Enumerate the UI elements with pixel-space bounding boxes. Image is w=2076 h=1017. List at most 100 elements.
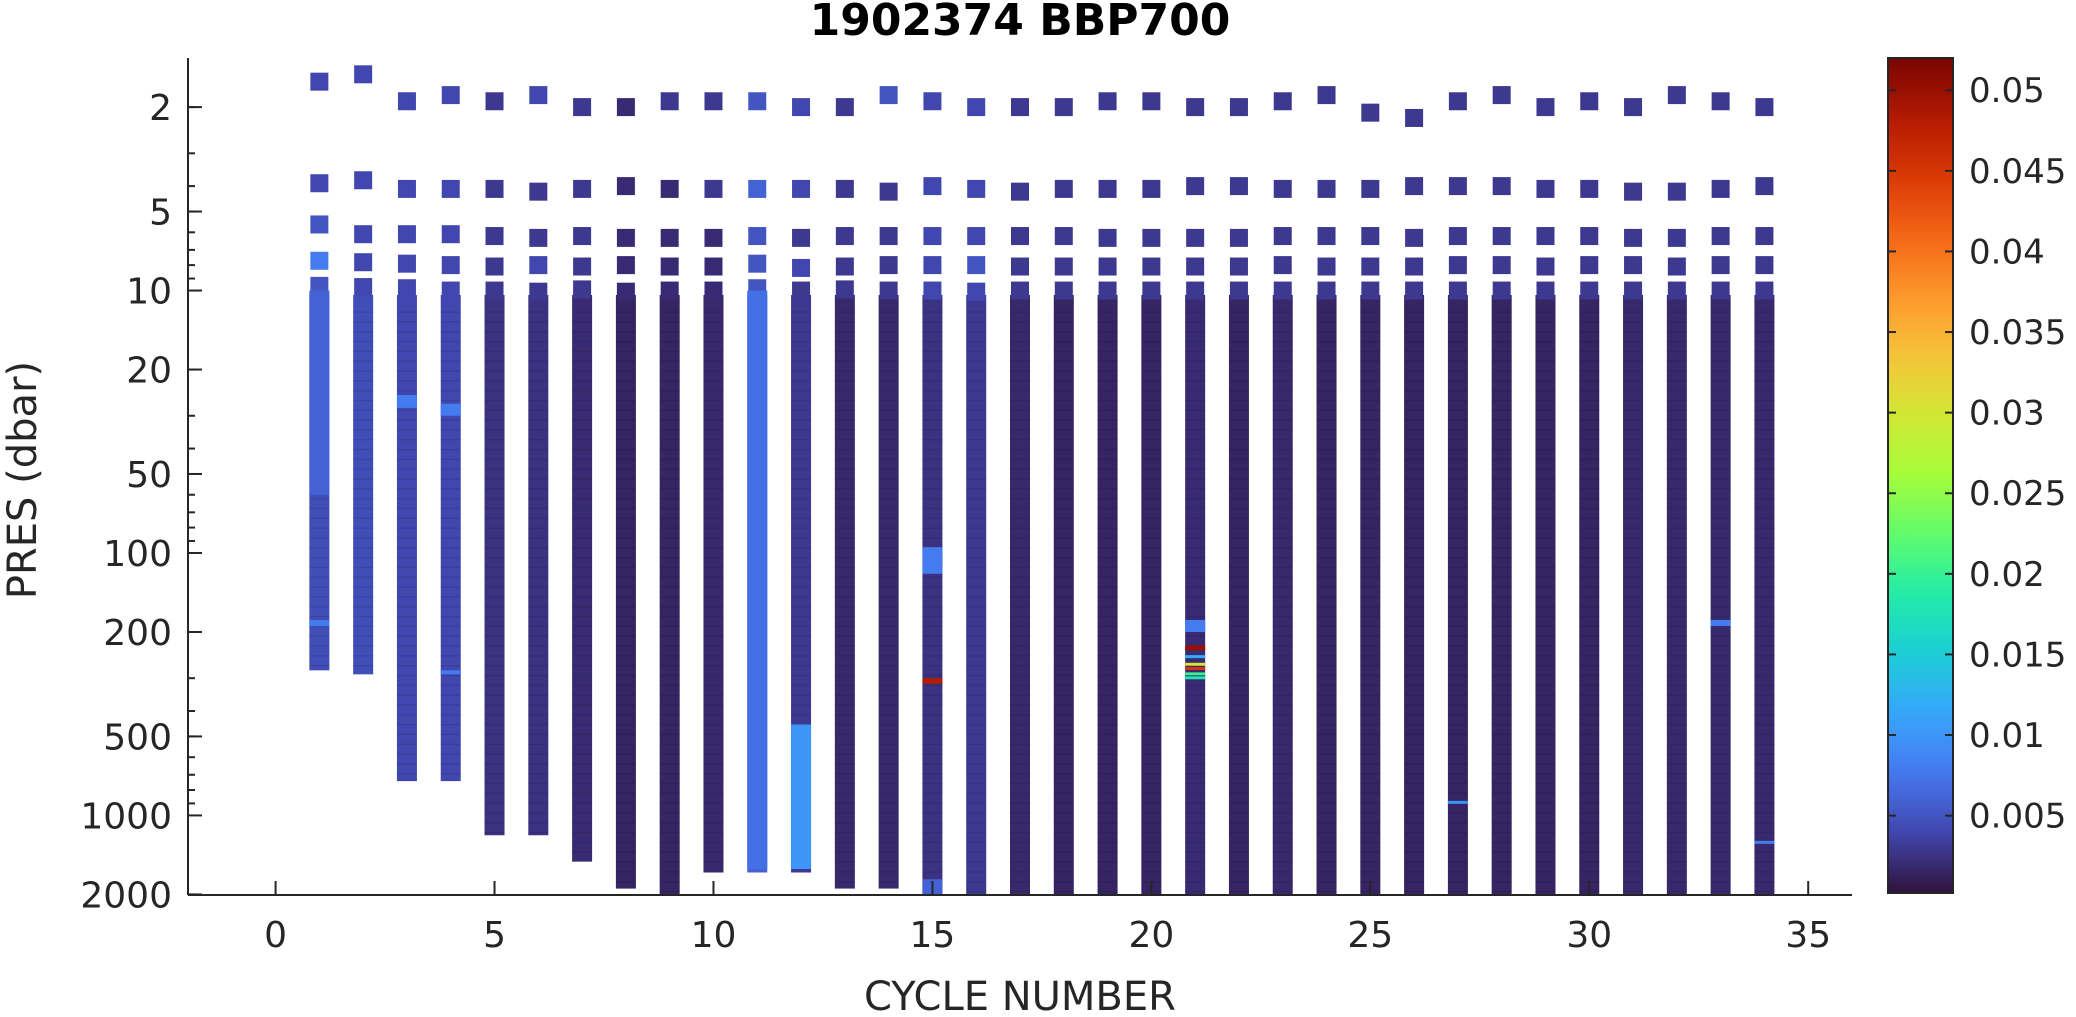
profile-layer: [1141, 321, 1162, 323]
profile-layer: [1141, 497, 1162, 500]
profile-layer: [1272, 507, 1293, 510]
profile-layer: [1666, 389, 1687, 392]
profile-layer: [440, 340, 461, 343]
profile-layer: [484, 478, 505, 480]
profile-layer: [484, 596, 505, 598]
profile-layer: [440, 311, 461, 313]
profile-layer: [791, 380, 812, 382]
profile-layer: [1535, 792, 1556, 795]
profile-layer: [1316, 409, 1337, 412]
profile-layer: [659, 556, 680, 559]
profile-layer: [966, 772, 987, 775]
profile-layer: [966, 399, 987, 402]
profile-layer: [1535, 478, 1556, 480]
profile-layer: [1447, 615, 1468, 618]
profile-layer: [1491, 645, 1512, 647]
profile-layer: [1623, 547, 1644, 549]
profile-layer: [484, 694, 505, 696]
profile-layer: [1579, 782, 1600, 785]
profile-layer: [1754, 340, 1775, 343]
profile-layer: [1404, 831, 1425, 834]
profile-layer: [1316, 655, 1337, 657]
profile-layer: [309, 655, 330, 657]
profile-layer: [791, 527, 812, 529]
profile-layer: [1185, 733, 1206, 736]
profile-layer: [572, 566, 593, 569]
profile-layer: [528, 517, 549, 520]
profile-layer: [1754, 566, 1775, 569]
profile-column: [1447, 295, 1468, 895]
profile-layer: [703, 380, 724, 382]
profile-layer: [966, 625, 987, 628]
profile-column: [1272, 295, 1293, 895]
profile-layer: [1272, 664, 1293, 667]
surface-sample-point: [310, 215, 329, 234]
profile-layer: [1053, 537, 1074, 539]
profile-layer: [1228, 694, 1249, 696]
profile-layer: [1010, 890, 1030, 893]
profile-layer: [484, 802, 505, 804]
profile-layer: [572, 389, 593, 392]
profile-layer: [1535, 468, 1556, 470]
profile-layer: [1141, 714, 1162, 716]
profile-layer: [1228, 861, 1249, 863]
profile-layer: [878, 615, 899, 618]
profile-layer: [1360, 409, 1381, 412]
surface-sample-point: [1536, 281, 1555, 300]
profile-layer: [615, 831, 636, 834]
profile-layer: [396, 743, 417, 746]
profile-layer: [1053, 360, 1074, 362]
profile-layer: [878, 596, 899, 598]
profile-layer: [922, 792, 943, 795]
profile-layer: [922, 841, 943, 844]
profile-layer: [1010, 360, 1030, 362]
profile-layer: [1623, 586, 1644, 588]
profile-layer: [1579, 763, 1600, 765]
profile-layer: [1360, 576, 1381, 579]
profile-layer: [1579, 743, 1600, 746]
profile-layer: [1404, 605, 1425, 608]
profile-layer: [353, 488, 374, 490]
profile-layer: [1053, 409, 1074, 412]
profile-layer: [1447, 596, 1468, 598]
profile-layer: [1491, 419, 1512, 421]
profile-layer: [396, 576, 417, 579]
profile-layer: [1141, 812, 1162, 814]
profile-layer: [1228, 507, 1249, 510]
profile-layer: [834, 547, 855, 549]
profile-layer: [440, 468, 461, 470]
profile-layer: [922, 389, 943, 392]
profile-layer: [1491, 517, 1512, 520]
surface-sample-point: [441, 281, 460, 300]
profile-layer: [440, 743, 461, 746]
profile-layer: [1579, 645, 1600, 647]
profile-layer: [353, 458, 374, 461]
profile-layer: [528, 497, 549, 500]
plot-area: [309, 65, 1775, 895]
profile-layer: [440, 458, 461, 461]
profile-layer: [1535, 674, 1556, 677]
profile-layer: [1185, 792, 1206, 795]
profile-layer: [1228, 733, 1249, 736]
profile-layer: [484, 350, 505, 353]
profile-layer: [834, 468, 855, 470]
profile-layer: [834, 488, 855, 490]
profile-layer: [1535, 439, 1556, 441]
profile-layer: [1447, 792, 1468, 795]
profile-layer: [834, 655, 855, 657]
profile-layer: [440, 586, 461, 588]
profile-layer: [1491, 763, 1512, 765]
profile-layer: [1535, 704, 1556, 706]
profile-feature: [1447, 800, 1468, 804]
profile-layer: [1097, 439, 1118, 441]
profile-layer: [966, 527, 987, 529]
profile-layer: [1228, 625, 1249, 628]
profile-layer: [791, 566, 812, 569]
profile-layer: [966, 409, 987, 412]
profile-layer: [396, 311, 417, 313]
profile-layer: [834, 664, 855, 667]
surface-sample-point: [573, 227, 592, 246]
profile-layer: [1360, 812, 1381, 814]
profile-layer: [791, 311, 812, 313]
profile-layer: [703, 537, 724, 539]
